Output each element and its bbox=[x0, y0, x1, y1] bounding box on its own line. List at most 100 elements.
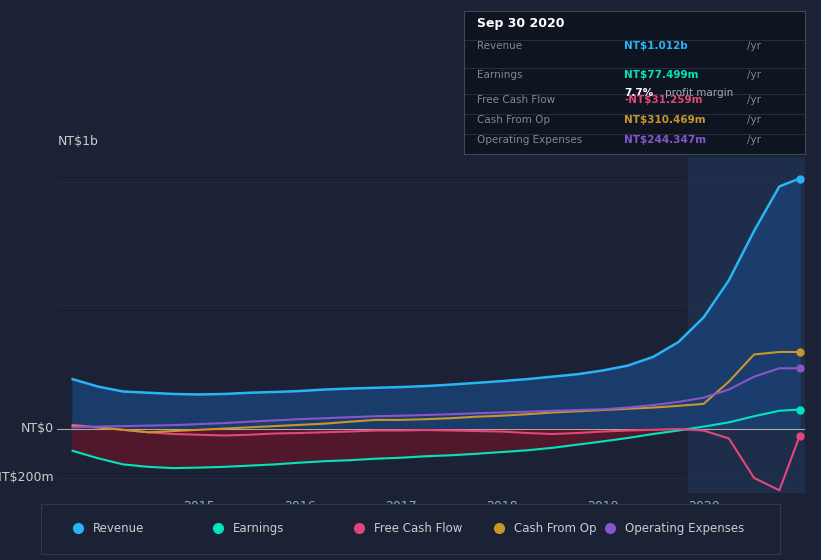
Cash From Op bbox=[219, 425, 229, 432]
Cash From Op bbox=[346, 418, 355, 425]
Earnings bbox=[295, 459, 305, 466]
Free Cash Flow bbox=[194, 431, 204, 438]
Earnings bbox=[649, 431, 658, 437]
Earnings bbox=[724, 419, 734, 426]
Line: Cash From Op: Cash From Op bbox=[72, 352, 800, 432]
Free Cash Flow bbox=[320, 429, 330, 436]
Earnings bbox=[774, 408, 784, 414]
Earnings bbox=[93, 455, 103, 461]
Text: Revenue: Revenue bbox=[93, 522, 144, 535]
Text: /yr: /yr bbox=[746, 70, 761, 80]
Operating Expenses bbox=[497, 409, 507, 416]
Free Cash Flow bbox=[598, 428, 608, 435]
Text: Earnings: Earnings bbox=[233, 522, 285, 535]
Text: 7.7%: 7.7% bbox=[624, 88, 654, 99]
Revenue bbox=[168, 391, 178, 398]
Cash From Op bbox=[93, 424, 103, 431]
Cash From Op bbox=[144, 429, 154, 436]
Cash From Op bbox=[168, 428, 178, 435]
Text: Operating Expenses: Operating Expenses bbox=[478, 136, 583, 146]
Earnings bbox=[572, 441, 582, 448]
Earnings bbox=[522, 447, 532, 454]
Text: NT$1.012b: NT$1.012b bbox=[624, 41, 688, 51]
Earnings bbox=[598, 438, 608, 445]
Revenue bbox=[269, 389, 279, 395]
Earnings bbox=[396, 454, 406, 461]
Line: Free Cash Flow: Free Cash Flow bbox=[72, 425, 800, 491]
Cash From Op bbox=[598, 407, 608, 413]
Free Cash Flow bbox=[67, 422, 77, 428]
Operating Expenses bbox=[67, 424, 77, 431]
Free Cash Flow bbox=[447, 427, 456, 434]
Revenue bbox=[699, 314, 709, 321]
Free Cash Flow bbox=[497, 428, 507, 435]
Operating Expenses bbox=[118, 423, 128, 430]
Revenue bbox=[724, 277, 734, 284]
Free Cash Flow bbox=[750, 475, 759, 482]
Text: Cash From Op: Cash From Op bbox=[514, 522, 596, 535]
Operating Expenses bbox=[346, 414, 355, 421]
Text: /yr: /yr bbox=[746, 41, 761, 51]
Text: NT$1b: NT$1b bbox=[57, 136, 99, 148]
Earnings bbox=[168, 465, 178, 472]
Earnings bbox=[269, 461, 279, 468]
Cash From Op bbox=[295, 422, 305, 428]
Revenue bbox=[320, 386, 330, 393]
Cash From Op bbox=[320, 420, 330, 427]
Earnings bbox=[320, 458, 330, 465]
Earnings bbox=[219, 464, 229, 470]
Operating Expenses bbox=[623, 404, 633, 411]
Operating Expenses bbox=[750, 374, 759, 380]
Operating Expenses bbox=[219, 420, 229, 427]
Free Cash Flow bbox=[623, 427, 633, 434]
Operating Expenses bbox=[194, 421, 204, 427]
Operating Expenses bbox=[269, 417, 279, 424]
Revenue bbox=[471, 380, 481, 386]
Cash From Op bbox=[774, 349, 784, 356]
Free Cash Flow bbox=[396, 427, 406, 434]
Operating Expenses bbox=[774, 365, 784, 372]
Operating Expenses bbox=[522, 408, 532, 415]
Cash From Op bbox=[447, 415, 456, 422]
Revenue bbox=[649, 353, 658, 360]
Cash From Op bbox=[245, 424, 255, 431]
Earnings bbox=[699, 423, 709, 430]
Free Cash Flow bbox=[219, 432, 229, 439]
Revenue bbox=[447, 381, 456, 388]
Revenue bbox=[623, 362, 633, 369]
Text: NT$244.347m: NT$244.347m bbox=[624, 136, 706, 146]
Earnings bbox=[795, 406, 805, 413]
Operating Expenses bbox=[795, 365, 805, 372]
Earnings bbox=[471, 450, 481, 457]
Free Cash Flow bbox=[471, 428, 481, 435]
Operating Expenses bbox=[144, 422, 154, 429]
Line: Earnings: Earnings bbox=[72, 409, 800, 468]
Free Cash Flow bbox=[774, 487, 784, 494]
Revenue bbox=[750, 227, 759, 234]
Text: Operating Expenses: Operating Expenses bbox=[625, 522, 744, 535]
Cash From Op bbox=[750, 351, 759, 358]
Free Cash Flow bbox=[118, 427, 128, 433]
Cash From Op bbox=[471, 413, 481, 420]
Earnings bbox=[673, 427, 683, 434]
Earnings bbox=[548, 445, 557, 451]
Text: Revenue: Revenue bbox=[478, 41, 523, 51]
Free Cash Flow bbox=[370, 427, 380, 434]
Operating Expenses bbox=[447, 411, 456, 418]
Revenue bbox=[346, 385, 355, 392]
Revenue bbox=[795, 175, 805, 182]
Earnings bbox=[245, 462, 255, 469]
Operating Expenses bbox=[548, 408, 557, 414]
Earnings bbox=[67, 447, 77, 454]
Revenue bbox=[396, 384, 406, 390]
Line: Revenue: Revenue bbox=[72, 179, 800, 394]
Revenue bbox=[370, 384, 380, 391]
Revenue bbox=[219, 391, 229, 398]
Cash From Op bbox=[623, 405, 633, 412]
Free Cash Flow bbox=[724, 435, 734, 442]
Text: Earnings: Earnings bbox=[478, 70, 523, 80]
Operating Expenses bbox=[699, 394, 709, 401]
Text: -NT$31.259m: -NT$31.259m bbox=[624, 95, 703, 105]
Text: Free Cash Flow: Free Cash Flow bbox=[374, 522, 462, 535]
Cash From Op bbox=[67, 423, 77, 430]
